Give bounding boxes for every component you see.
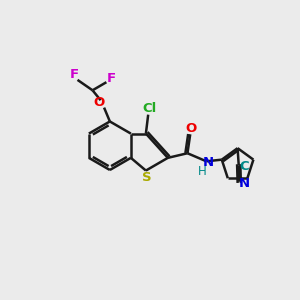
Text: H: H bbox=[198, 164, 207, 178]
Text: C: C bbox=[239, 160, 249, 173]
Text: N: N bbox=[239, 178, 250, 190]
Text: S: S bbox=[142, 170, 152, 184]
Text: O: O bbox=[93, 96, 105, 109]
Text: F: F bbox=[70, 68, 79, 81]
Text: O: O bbox=[185, 122, 196, 135]
Text: F: F bbox=[107, 72, 116, 85]
Text: N: N bbox=[203, 156, 214, 169]
Text: Cl: Cl bbox=[142, 102, 157, 115]
